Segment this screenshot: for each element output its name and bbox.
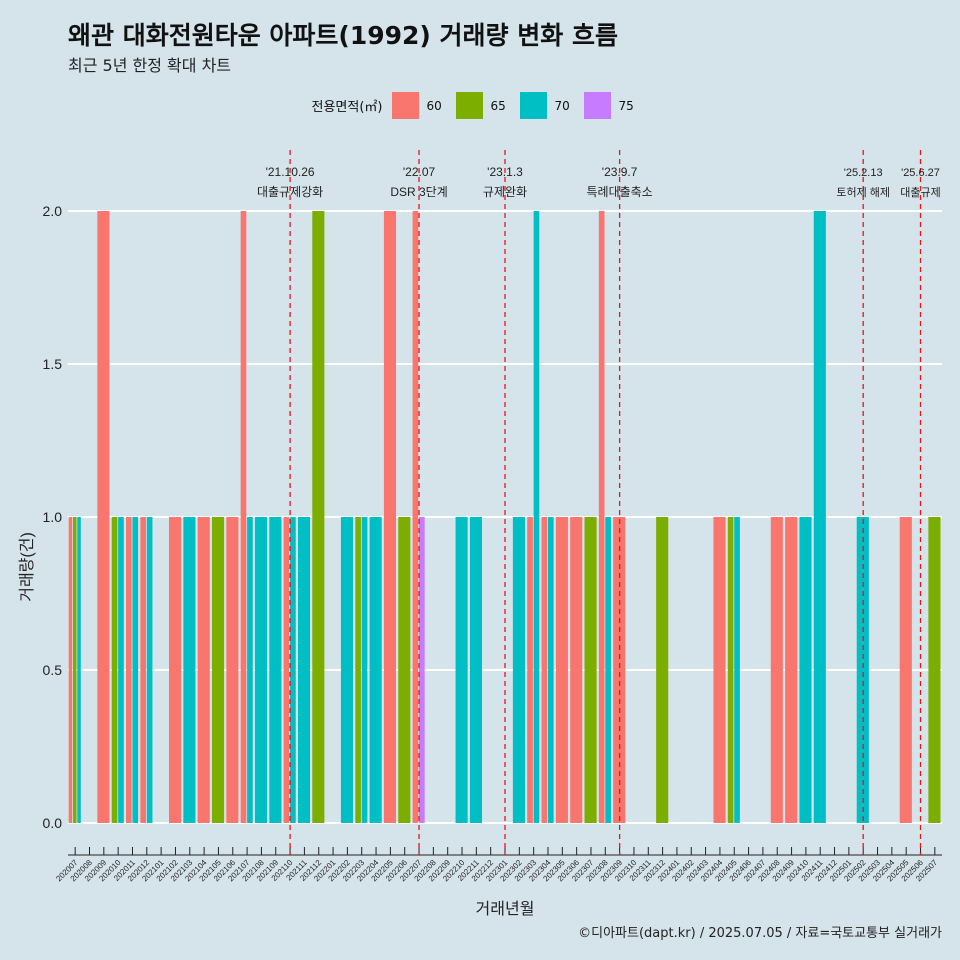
bar-70-202304 [547,517,554,823]
event-date-label: '25.6.27 [901,167,940,179]
bar-70-202007 [77,517,81,823]
y-axis-title: 거래량(건) [18,532,36,602]
event-name-label: 규제완화 [483,185,527,199]
legend-label-75: 75 [618,98,634,113]
bar-65-202405 [727,517,734,823]
bar-70-202302 [512,517,525,823]
legend-label-65: 65 [490,98,506,113]
event-date-label: '23.1.3 [487,165,523,179]
event-date-label: '21.10.26 [266,165,315,179]
legend-key-60 [392,92,420,119]
bar-60-202207 [412,211,419,823]
event-date-label: '23.9.7 [602,165,638,179]
bar-65-202010 [111,517,118,823]
bar-65-202507 [928,517,941,823]
bar-60-202205 [383,211,397,823]
event-name-label: 특례대출축소 [586,185,652,199]
legend-item-65: 65 [456,92,512,119]
bar-70-202012 [146,517,153,823]
bar-60-202408 [770,517,783,823]
y-tick-label: 1.0 [43,509,63,525]
bar-70-202103 [183,517,196,823]
bar-70-202202 [340,517,354,823]
bar-65-202206 [398,517,411,823]
bar-70-202211 [469,517,482,823]
bar-70-202411 [813,211,826,823]
y-tick-label: 2.0 [43,203,63,219]
bar-70-202405 [734,517,740,823]
legend-key-75 [584,92,612,119]
event-name-label: 대출규제 [900,186,940,199]
bar-70-202203 [361,517,368,823]
bar-70-202010 [118,517,124,823]
legend-item-75: 75 [584,92,640,119]
bar-70-202111 [297,517,311,823]
legend-item-70: 70 [520,92,576,119]
bar-70-202210 [455,517,468,823]
event-name-label: 대출규제강화 [257,185,323,199]
y-tick-label: 1.5 [43,356,63,372]
legend-label-60: 60 [426,98,442,113]
bar-70-202107 [247,517,253,823]
bar-60-202104 [197,517,210,823]
bar-60-202102 [169,517,182,823]
bar-70-202109 [269,517,282,823]
event-name-label: 토허제 해제 [836,185,890,199]
legend-title: 전용면적(㎡) [311,100,383,115]
bar-65-202105 [211,517,225,823]
legend-label-70: 70 [554,98,570,113]
source-caption: ©디아파트(dapt.kr) / 2025.07.05 / 자료=국토교통부 실… [578,926,942,941]
event-name-label: DSR 3단계 [390,185,447,199]
bar-70-202204 [369,517,382,823]
bar-60-202110 [283,517,290,823]
event-date-label: '22.07 [403,165,436,179]
bar-65-202307 [584,517,597,823]
bar-60-202303 [527,517,533,823]
chart-subtitle: 최근 5년 한정 확대 차트 [68,56,232,75]
event-date-label: '25.2.13 [844,167,883,179]
bar-60-202404 [713,517,726,823]
bar-70-202108 [254,517,268,823]
bar-70-202502 [856,517,869,823]
bar-60-202308 [598,211,605,823]
bar-60-202309 [613,517,626,823]
bar-70-202110 [290,517,296,823]
legend-key-65 [456,92,484,119]
bar-60-202011 [126,517,132,823]
bar-75-202207 [419,517,425,823]
legend: 전용면적(㎡) 60 65 70 75 [0,92,960,119]
bar-70-202308 [605,517,611,823]
bar-60-202012 [140,517,147,823]
bar-65-202312 [656,517,669,823]
bar-70-202303 [533,211,540,823]
bar-65-202112 [312,211,325,823]
bar-65-202007 [73,517,77,823]
legend-key-70 [520,92,548,119]
bar-65-202203 [355,517,361,823]
bar-60-202409 [785,517,798,823]
bar-60-202106 [226,517,239,823]
bar-70-202011 [132,517,139,823]
x-axis-title: 거래년월 [476,900,535,918]
bar-60-202505 [899,517,912,823]
chart-title: 왜관 대화전원타운 아파트(1992) 거래량 변화 흐름 [68,21,618,50]
y-tick-label: 0.5 [43,662,63,678]
bar-70-202410 [799,517,812,823]
legend-item-60: 60 [392,92,448,119]
bar-60-202305 [555,517,568,823]
bar-60-202306 [570,517,583,823]
bar-60-202007 [68,517,73,823]
bar-60-202107 [240,211,247,823]
bar-60-202304 [541,517,548,823]
y-tick-label: 0.0 [43,815,63,831]
bar-60-202009 [97,211,110,823]
